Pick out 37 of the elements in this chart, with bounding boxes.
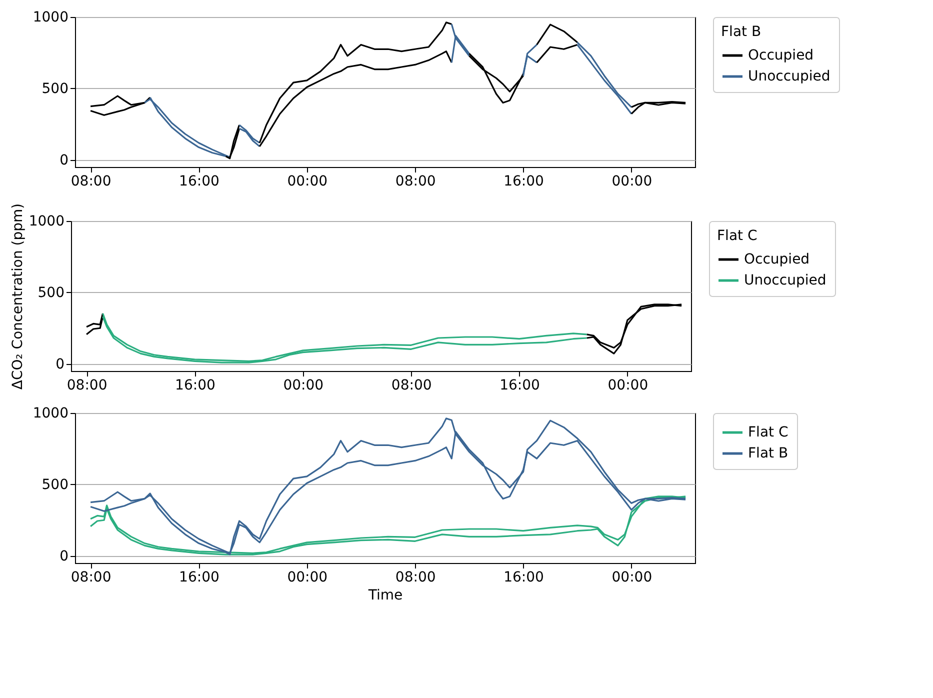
y-tick-label: 0 [60, 152, 68, 168]
x-tick-label: 16:00 [175, 378, 216, 394]
x-tick-label: 00:00 [283, 378, 324, 394]
y-tick-label: 500 [38, 284, 64, 301]
legend-title: Flat B [721, 24, 762, 40]
x-tick-label: 16:00 [179, 174, 220, 190]
x-tick-label: 16:00 [179, 570, 220, 586]
x-tick-label: 00:00 [612, 174, 652, 190]
legend-label: Flat B [748, 446, 788, 462]
legend-label: Unoccupied [748, 68, 830, 84]
y-tick-label: 500 [42, 476, 68, 493]
x-tick-label: 08:00 [395, 570, 436, 586]
x-tick-label: 00:00 [608, 378, 648, 394]
legend-label: Unoccupied [744, 272, 826, 288]
x-axis-title: Time [367, 588, 403, 604]
legend-title: Flat C [717, 228, 758, 244]
y-tick-label: 1000 [28, 214, 64, 230]
x-tick-label: 08:00 [70, 174, 112, 190]
x-tick-label: 08:00 [391, 378, 432, 394]
y-tick-label: 500 [42, 80, 68, 97]
y-tick-label: 1000 [32, 10, 68, 26]
y-axis-title: ΔCO₂ Concentration (ppm) [10, 203, 26, 390]
legend-label: Occupied [748, 48, 814, 64]
legend-label: Flat C [748, 424, 788, 440]
x-tick-label: 00:00 [287, 174, 328, 190]
x-tick-label: 08:00 [395, 174, 436, 190]
y-tick-label: 0 [60, 548, 68, 564]
x-tick-label: 00:00 [287, 570, 328, 586]
x-tick-label: 16:00 [504, 570, 544, 586]
x-tick-label: 08:00 [70, 570, 112, 586]
x-tick-label: 00:00 [612, 570, 652, 586]
x-tick-label: 16:00 [504, 174, 544, 190]
y-tick-label: 0 [56, 356, 64, 372]
x-tick-label: 16:00 [500, 378, 540, 394]
x-tick-label: 08:00 [66, 378, 108, 394]
y-tick-label: 1000 [32, 406, 68, 422]
legend-label: Occupied [744, 252, 810, 268]
